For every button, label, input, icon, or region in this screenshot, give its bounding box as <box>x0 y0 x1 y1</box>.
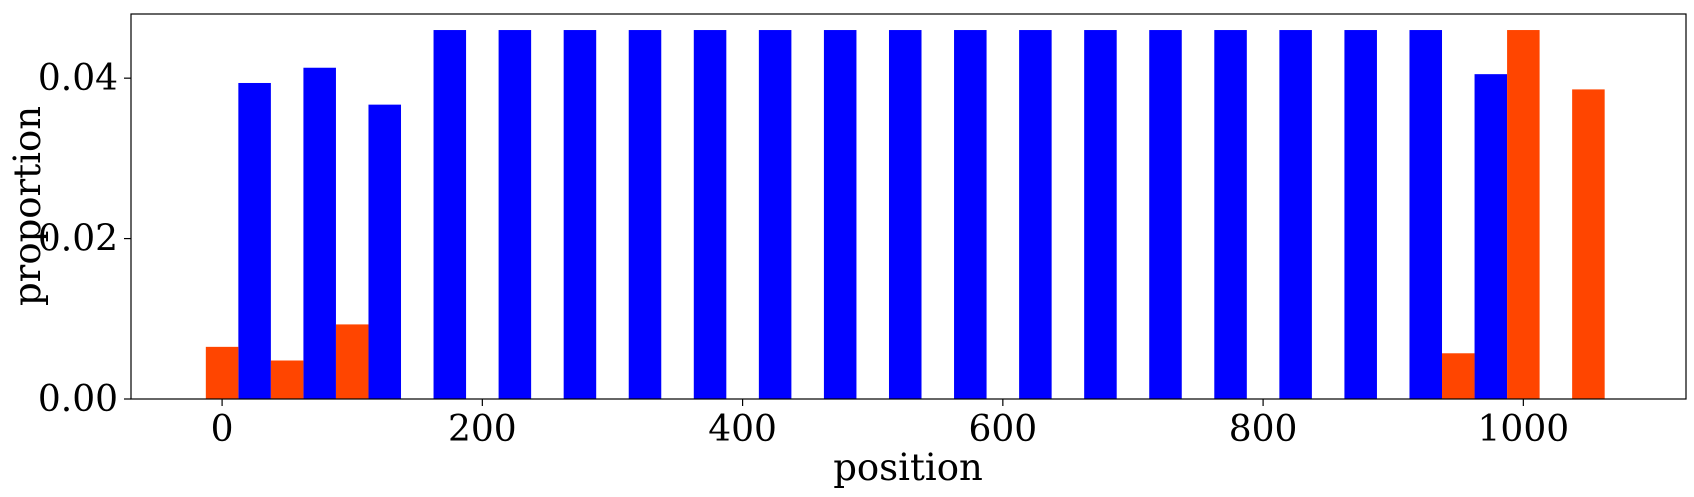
x-tick-label: 400 <box>708 409 777 450</box>
bar <box>1572 89 1605 400</box>
bar <box>368 104 402 399</box>
x-tick-label: 0 <box>211 409 234 450</box>
bar <box>563 30 597 399</box>
bar <box>498 30 532 399</box>
bar <box>1149 30 1182 399</box>
bar <box>1084 30 1117 399</box>
x-tick-label: 200 <box>448 409 517 450</box>
y-tick-label: 0.00 <box>38 379 118 420</box>
bar <box>205 346 239 399</box>
bar <box>1507 30 1540 399</box>
y-tick-label: 0.02 <box>38 219 118 260</box>
bar <box>270 360 304 399</box>
bar <box>954 30 987 399</box>
x-tick-label: 600 <box>968 409 1037 450</box>
bar <box>693 30 727 399</box>
bar <box>1279 30 1312 399</box>
bar <box>1344 30 1377 399</box>
bars-group <box>205 30 1605 400</box>
x-axis: 0 200 400 600 800 1000 <box>211 399 1570 450</box>
bar <box>1474 74 1508 399</box>
bar <box>335 324 369 399</box>
x-tick-label: 1000 <box>1478 409 1570 450</box>
bar <box>758 30 792 399</box>
x-axis-label: position <box>833 446 983 489</box>
plot-frame <box>130 13 1687 400</box>
bar <box>888 30 922 399</box>
bar <box>303 67 336 400</box>
y-axis: 0.00 0.02 0.04 <box>38 58 131 420</box>
y-tick-label: 0.04 <box>38 58 118 99</box>
y-axis-label: proportion <box>6 106 49 306</box>
bar <box>1409 30 1443 399</box>
bar <box>238 82 271 399</box>
bar <box>433 30 467 399</box>
bar <box>1019 30 1052 399</box>
x-tick-label: 800 <box>1229 409 1298 450</box>
bar <box>628 30 662 399</box>
bar <box>1442 353 1475 399</box>
bar <box>1214 30 1247 399</box>
bar <box>823 30 857 399</box>
